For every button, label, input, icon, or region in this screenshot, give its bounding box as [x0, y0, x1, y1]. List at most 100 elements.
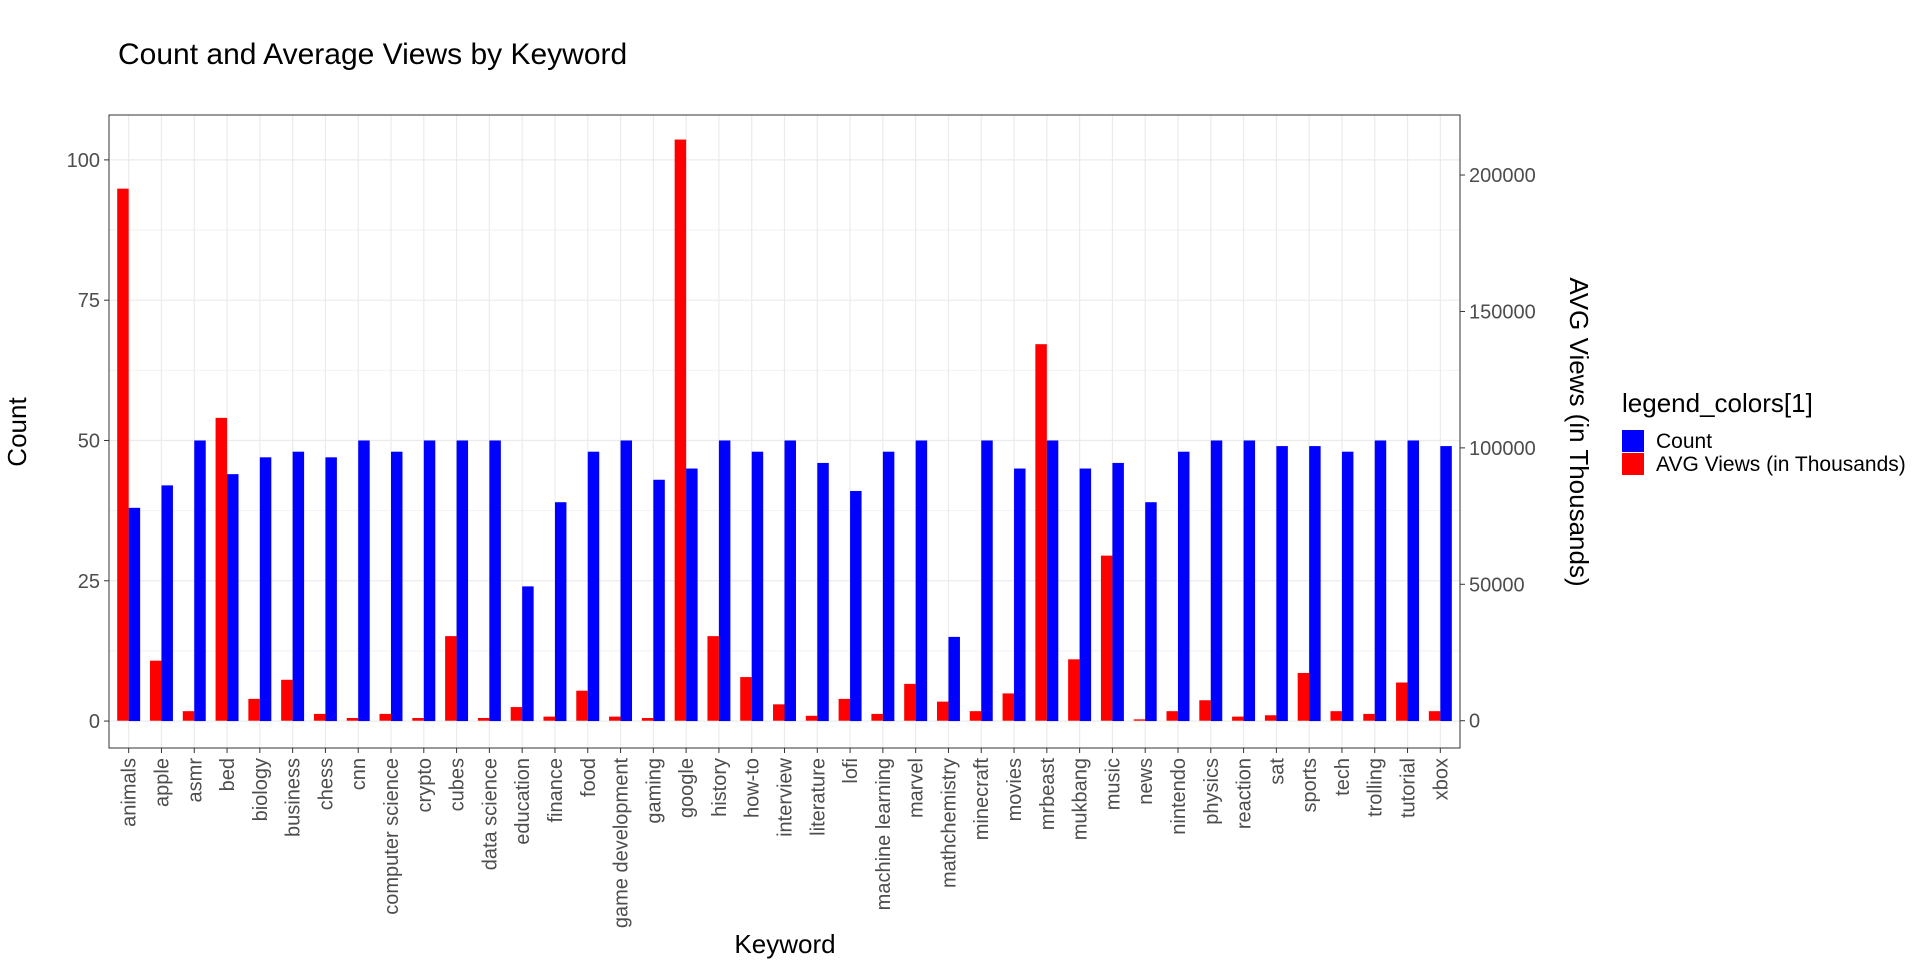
legend-label-avg-views: AVG Views (in Thousands): [1656, 453, 1906, 476]
x-tick-label: trolling: [1365, 758, 1387, 817]
x-tick-label: business: [283, 758, 305, 837]
bar-count: [948, 636, 960, 722]
bar-count: [292, 451, 305, 722]
x-tick-label: crypto: [414, 758, 436, 812]
bar-count: [718, 440, 731, 722]
bar-avg-views: [1264, 715, 1277, 721]
bar-avg-views: [1035, 344, 1047, 721]
x-tick-label: asmr: [184, 758, 206, 803]
x-tick-label: marvel: [906, 758, 928, 818]
x-tick-label: music: [1102, 758, 1124, 810]
bar-count: [915, 440, 928, 722]
bar-avg-views: [1100, 555, 1113, 721]
bar-avg-views: [1199, 700, 1211, 721]
bar-avg-views: [969, 711, 982, 721]
bar-count: [1177, 451, 1190, 722]
bar-avg-views: [281, 679, 293, 721]
y-axis-left: 0 25 50 75 100: [67, 150, 109, 733]
bar-avg-views: [1232, 716, 1244, 721]
x-tick-label: how-to: [742, 758, 764, 818]
x-tick-label: physics: [1201, 758, 1223, 825]
bar-count: [1276, 446, 1288, 722]
bar-count: [882, 451, 895, 722]
bar-count: [817, 462, 829, 722]
x-axis-title: Keyword: [734, 929, 835, 959]
y-tick-label: 75: [78, 290, 100, 312]
x-tick-label: chess: [315, 758, 337, 810]
y-tick-label: 0: [89, 711, 100, 733]
x-tick-label: history: [709, 758, 731, 817]
y-tick-label: 25: [78, 571, 100, 593]
bar-avg-views: [1297, 672, 1310, 721]
bar-count: [686, 468, 698, 722]
bar-count: [259, 457, 272, 722]
bar-count: [1374, 440, 1387, 722]
x-tick-label: machine learning: [873, 758, 895, 910]
legend-swatch-count: [1622, 430, 1644, 452]
y-tick-label: 50: [78, 430, 100, 452]
bar-avg-views: [1133, 719, 1146, 721]
x-tick-label: mathchemistry: [938, 758, 960, 888]
x-tick-label: tutorial: [1398, 758, 1420, 818]
bar-count: [850, 490, 862, 722]
x-tick-label: cnn: [348, 758, 370, 790]
x-tick-label: computer science: [381, 758, 403, 915]
bar-avg-views: [1166, 711, 1178, 721]
bar-avg-views: [674, 139, 687, 721]
bar-avg-views: [1002, 693, 1015, 721]
chart-title: Count and Average Views by Keyword: [118, 38, 627, 71]
x-tick-label: bed: [217, 758, 239, 791]
legend-label-count: Count: [1656, 430, 1712, 453]
bar-avg-views: [871, 713, 883, 721]
bar-avg-views: [936, 701, 949, 721]
bar-avg-views: [379, 713, 392, 721]
bar-count: [227, 474, 239, 722]
bar-avg-views: [248, 698, 260, 721]
x-tick-label: movies: [1004, 758, 1026, 821]
x-tick-label: mrbeast: [1037, 758, 1059, 831]
x-axis: animals apple asmr bed biology business chess c…: [119, 748, 1452, 929]
bar-count: [1440, 446, 1452, 722]
x-tick-label: biology: [250, 758, 272, 821]
bar-avg-views: [445, 636, 457, 721]
x-tick-label: news: [1135, 758, 1157, 805]
bar-avg-views: [117, 188, 129, 721]
bar-count: [194, 440, 206, 722]
bar-avg-views: [510, 707, 523, 721]
bar-avg-views: [609, 716, 621, 721]
bar-count: [1341, 451, 1354, 722]
bar-count: [587, 451, 600, 722]
bar-count: [358, 440, 370, 722]
bar-count: [1112, 462, 1124, 722]
x-tick-label: xbox: [1430, 758, 1452, 800]
x-tick-label: game development: [611, 758, 633, 929]
bar-count: [1210, 440, 1223, 722]
bar-avg-views: [1396, 682, 1408, 721]
x-tick-label: interview: [775, 757, 797, 836]
bar-count: [1046, 440, 1059, 722]
y2-tick-label: 50000: [1469, 574, 1525, 596]
y2-axis-title: AVG Views (in Thousands): [1564, 277, 1594, 586]
x-tick-label: data science: [479, 758, 501, 870]
x-tick-label: lofi: [840, 758, 862, 784]
bar-avg-views: [543, 716, 555, 721]
bar-avg-views: [740, 677, 752, 721]
bar-avg-views: [707, 636, 719, 721]
y2-tick-label: 0: [1469, 711, 1480, 733]
bar-avg-views: [1068, 659, 1080, 721]
y2-tick-label: 100000: [1469, 438, 1536, 460]
bar-avg-views: [1363, 713, 1375, 721]
bar-count: [423, 440, 436, 722]
x-tick-label: google: [676, 758, 698, 818]
x-tick-label: education: [512, 758, 534, 845]
bar-avg-views: [346, 717, 359, 721]
bar-count: [554, 502, 567, 722]
bar-count: [128, 507, 141, 722]
bar-count: [751, 451, 764, 722]
x-tick-label: reaction: [1234, 758, 1256, 829]
x-tick-label: food: [578, 758, 600, 797]
legend-swatch-avg-views: [1622, 453, 1644, 475]
legend: legend_colors[1] Count AVG Views (in Tho…: [1622, 388, 1906, 476]
bar-avg-views: [904, 683, 916, 721]
